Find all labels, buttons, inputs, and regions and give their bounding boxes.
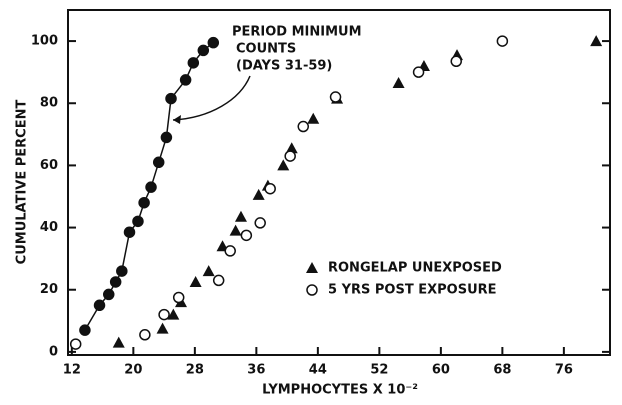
data-point [252,188,265,200]
data-point [69,338,82,350]
data-point [264,182,276,195]
data-point [229,224,242,236]
x-tick-label: 52 [370,363,388,378]
data-point [112,336,125,348]
data-point [450,55,462,68]
data-point [160,131,173,144]
legend-marker [306,284,318,296]
data-point [189,275,202,287]
data-point [329,91,342,103]
y-tick-label: 80 [40,96,58,111]
data-point [123,226,136,238]
y-tick-label: 20 [40,282,58,297]
data-point [590,35,603,47]
data-point [158,308,170,321]
data-point [392,77,405,89]
data-point [138,196,150,209]
data-point [109,276,122,288]
data-point [116,265,128,277]
y-axis-label: CUMULATIVE PERCENT [15,100,30,265]
data-point [307,112,320,124]
data-point [167,308,180,320]
y-tick-label: 60 [40,158,58,173]
x-tick-label: 28 [186,363,204,378]
data-point [197,44,210,57]
data-point [284,150,296,162]
annotation: PERIOD MINIMUM [232,25,362,40]
data-point [93,299,106,312]
x-tick-label: 20 [124,363,142,378]
x-tick-label: 60 [432,363,450,378]
legend-label: RONGELAP UNEXPOSED [328,261,502,276]
x-tick-label: 76 [555,363,573,378]
data-point [139,329,151,341]
x-axis-label: LYMPHOCYTES X 10⁻² [262,383,418,398]
data-point [277,159,290,171]
legend-label: 5 YRS POST EXPOSURE [328,283,497,298]
x-tick-label: 44 [309,363,327,378]
data-point [297,120,310,133]
data-point [179,74,192,86]
annotation: COUNTS [236,42,296,57]
data-point [172,291,185,304]
arrow-head [173,115,181,124]
x-tick-label: 12 [63,363,81,378]
x-tick-label: 36 [247,363,265,378]
data-point [187,57,200,69]
data-point [132,215,144,228]
data-point [156,322,169,334]
data-point [224,245,236,257]
data-point [254,217,266,229]
data-point [152,156,165,169]
y-tick-label: 0 [49,344,58,359]
y-tick-label: 100 [31,34,58,49]
plot-frame [67,9,611,356]
legend-marker [306,262,318,273]
data-point [202,265,215,277]
annotation-arrow [172,75,251,121]
data-point [207,36,220,49]
data-point [496,35,509,47]
data-point [234,210,247,222]
x-tick-label: 68 [493,363,511,378]
data-point [102,288,115,301]
data-point [145,181,157,193]
data-point [79,324,91,336]
data-point [212,274,225,287]
y-tick-label: 40 [40,220,58,235]
data-point [412,66,425,78]
data-point [165,92,177,105]
fit-curve [84,42,214,331]
annotation: (DAYS 31-59) [236,59,332,74]
data-point [240,229,253,242]
